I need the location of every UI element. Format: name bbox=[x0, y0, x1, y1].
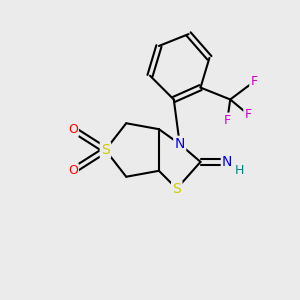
Text: O: O bbox=[68, 164, 78, 177]
Text: N: N bbox=[175, 137, 185, 151]
Text: F: F bbox=[250, 75, 258, 88]
Text: O: O bbox=[68, 123, 78, 136]
Text: N: N bbox=[222, 155, 232, 169]
Text: H: H bbox=[235, 164, 244, 177]
Text: F: F bbox=[244, 108, 252, 121]
Text: S: S bbox=[101, 143, 110, 157]
Text: S: S bbox=[172, 182, 181, 196]
Text: F: F bbox=[224, 114, 231, 127]
